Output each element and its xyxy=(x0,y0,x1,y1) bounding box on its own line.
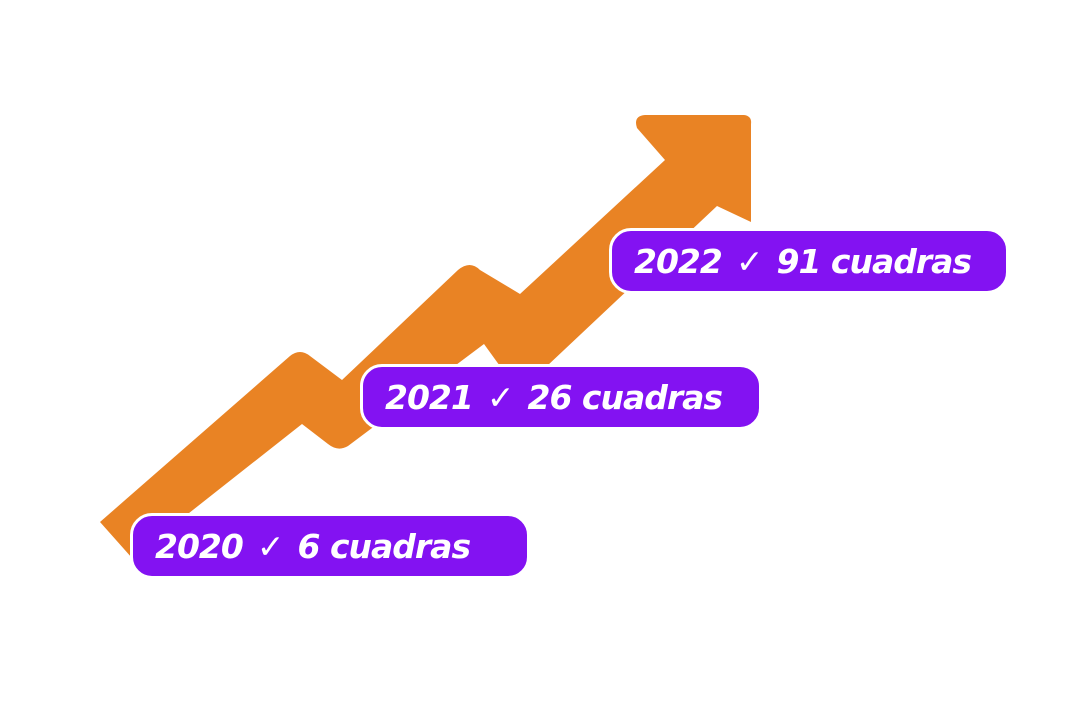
milestone-2021: 2021 ✓ 26 cuadras xyxy=(360,364,762,430)
check-icon: ✓ xyxy=(486,377,515,417)
arrow-shape xyxy=(100,115,752,558)
milestone-text: 91 cuadras xyxy=(776,241,973,281)
check-icon: ✓ xyxy=(256,526,285,566)
milestone-text: 6 cuadras xyxy=(297,526,472,566)
milestone-text: 26 cuadras xyxy=(527,377,724,417)
check-icon: ✓ xyxy=(735,241,764,281)
milestone-2020: 2020 ✓ 6 cuadras xyxy=(130,513,530,579)
year: 2022 xyxy=(634,241,723,281)
year: 2020 xyxy=(155,526,244,566)
milestone-2022: 2022 ✓ 91 cuadras xyxy=(609,228,1009,294)
year: 2021 xyxy=(385,377,474,417)
